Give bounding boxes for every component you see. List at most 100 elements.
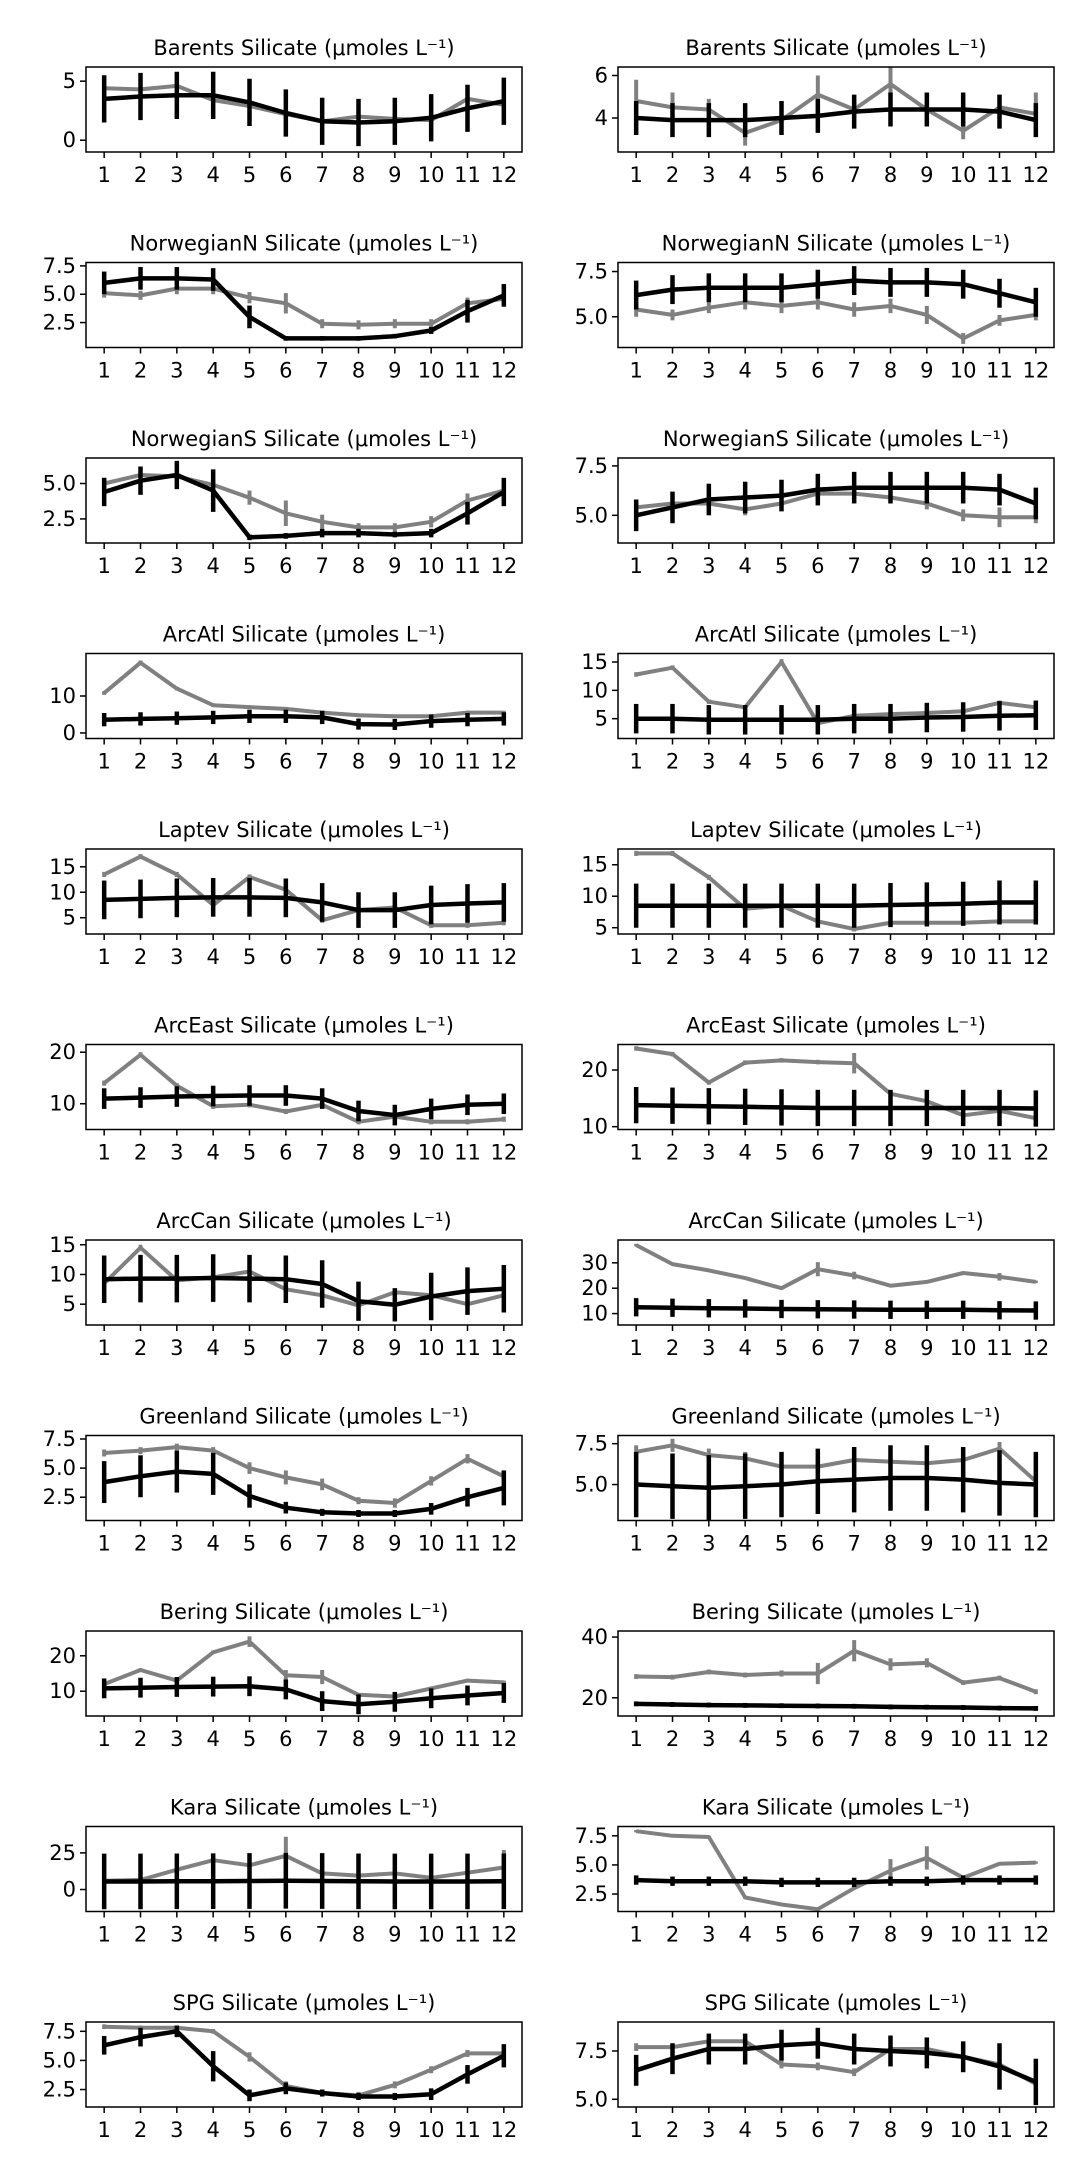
x-tick-label: 1: [97, 554, 110, 578]
x-tick-label: 9: [920, 945, 933, 969]
y-tick-label: 5.0: [575, 2087, 608, 2111]
x-tick-label: 5: [775, 554, 788, 578]
x-tick-label: 3: [702, 1923, 715, 1947]
series-line-model: [636, 713, 1036, 723]
series-line-model: [636, 1102, 1036, 1111]
x-tick-label: 1: [629, 163, 642, 187]
x-tick-label: 12: [1022, 1141, 1049, 1165]
subplot-arccan-right: ArcCan Silicate (μmoles L⁻¹)1 2 3 4 5 6 7 8 9 10 1…: [581, 1209, 1055, 1360]
x-tick-label: 6: [811, 945, 824, 969]
x-tick-label: 4: [206, 163, 219, 187]
subplot-barents-left: Barents Silicate (μmoles L⁻¹)1 2 3 4 5 6 7 8 9 10…: [63, 36, 523, 187]
x-tick-label: 12: [1022, 1532, 1049, 1556]
subplot-arceast-right: ArcEast Silicate (μmoles L⁻¹)1 2 3 4 5 6 7 8 9 10…: [581, 1014, 1055, 1165]
x-tick-label: 3: [170, 945, 183, 969]
series-line-model: [104, 1275, 504, 1308]
y-tick-label: 4: [595, 106, 608, 130]
series-model: [633, 1445, 1039, 1521]
x-tick-label: 7: [315, 1923, 328, 1947]
x-tick-label: 10: [950, 163, 977, 187]
x-tick-label: 5: [243, 1141, 256, 1165]
x-tick-label: 5: [775, 359, 788, 383]
x-tick-label: 10: [950, 1923, 977, 1947]
x-tick-label: 7: [847, 1532, 860, 1556]
x-tick-label: 6: [811, 1532, 824, 1556]
subplot-title: ArcEast Silicate (μmoles L⁻¹): [686, 1014, 986, 1038]
x-tick-label: 1: [629, 554, 642, 578]
x-tick-label: 1: [629, 1141, 642, 1165]
x-tick-label: 4: [738, 359, 751, 383]
x-tick-label: 9: [920, 163, 933, 187]
x-tick-label: 6: [279, 1727, 292, 1751]
x-tick-label: 9: [388, 1141, 401, 1165]
x-tick-label: 8: [352, 945, 365, 969]
y-tick-label: 10: [581, 1302, 608, 1326]
x-tick-label: 11: [986, 750, 1013, 774]
x-tick-label: 6: [811, 1336, 824, 1360]
y-tick-label: 10: [581, 884, 608, 908]
x-tick-label: 6: [811, 1141, 824, 1165]
x-tick-label: 6: [811, 750, 824, 774]
subplot-title: NorwegianS Silicate (μmoles L⁻¹): [131, 427, 477, 451]
x-tick-label: 6: [279, 1141, 292, 1165]
series-line-observed: [103, 1639, 504, 1699]
y-tick-label: 20: [49, 1644, 76, 1668]
x-tick-label: 8: [884, 1336, 897, 1360]
series-line-model: [103, 2029, 505, 2099]
series-line-observed: [635, 1443, 1038, 1483]
series-line-observed: [104, 1445, 505, 1505]
x-tick-label: 12: [1022, 1727, 1049, 1751]
x-tick-label: 6: [279, 750, 292, 774]
series-line-model: [104, 714, 504, 727]
series-line-model: [636, 1701, 1036, 1711]
x-tick-label: 3: [170, 1336, 183, 1360]
subplot-title: ArcEast Silicate (μmoles L⁻¹): [154, 1014, 454, 1038]
x-tick-label: 1: [97, 1141, 110, 1165]
x-tick-label: 2: [134, 554, 147, 578]
x-tick-label: 5: [775, 1336, 788, 1360]
subplot-title: Greenland Silicate (μmoles L⁻¹): [139, 1405, 468, 1429]
series-observed: [634, 485, 1038, 528]
x-tick-label: 4: [206, 554, 219, 578]
x-tick-label: 5: [243, 945, 256, 969]
y-tick-label: 2.5: [43, 311, 76, 335]
x-tick-label: 12: [490, 945, 517, 969]
y-tick-label: 15: [49, 1233, 76, 1257]
x-tick-label: 4: [206, 2118, 219, 2142]
x-tick-label: 9: [920, 1336, 933, 1360]
x-tick-label: 9: [388, 554, 401, 578]
x-tick-label: 4: [206, 1532, 219, 1556]
y-tick-label: 20: [581, 1058, 608, 1082]
x-tick-label: 5: [243, 750, 256, 774]
series-model: [101, 1852, 507, 1910]
x-tick-label: 8: [352, 1923, 365, 1947]
series-model: [101, 460, 507, 541]
series-model: [633, 1875, 1039, 1888]
series-observed: [102, 854, 506, 928]
series-line-observed: [636, 851, 1036, 931]
series-observed: [634, 295, 1038, 344]
x-tick-label: 6: [811, 163, 824, 187]
subplot-title: Barents Silicate (μmoles L⁻¹): [685, 36, 986, 60]
series-model: [633, 92, 1039, 138]
x-tick-label: 11: [454, 163, 481, 187]
y-tick-label: 2.5: [43, 1485, 76, 1509]
series-line-model: [104, 895, 504, 913]
x-tick-label: 7: [847, 554, 860, 578]
x-tick-label: 6: [279, 163, 292, 187]
y-tick-label: 7.5: [43, 2019, 76, 2043]
x-tick-label: 8: [884, 554, 897, 578]
series-line-observed: [104, 286, 505, 327]
y-tick-label: 7.5: [575, 1824, 608, 1848]
x-tick-label: 9: [388, 2118, 401, 2142]
x-tick-label: 7: [847, 359, 860, 383]
series-model: [101, 71, 507, 147]
x-tick-label: 10: [418, 1532, 445, 1556]
x-tick-label: 11: [454, 1923, 481, 1947]
x-tick-label: 12: [1022, 163, 1049, 187]
series-line-observed: [635, 1829, 1036, 1912]
y-tick-label: 7.5: [575, 454, 608, 478]
x-tick-label: 7: [847, 1336, 860, 1360]
y-tick-label: 5: [595, 916, 608, 940]
x-tick-label: 8: [352, 1532, 365, 1556]
